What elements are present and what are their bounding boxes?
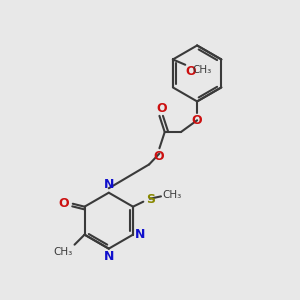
Text: N: N [103, 178, 114, 191]
Text: CH₃: CH₃ [162, 190, 182, 200]
Text: O: O [156, 102, 166, 115]
Text: N: N [135, 228, 146, 241]
Text: O: O [192, 114, 203, 128]
Text: CH₃: CH₃ [53, 247, 72, 257]
Text: N: N [103, 250, 114, 263]
Text: O: O [154, 150, 164, 163]
Text: O: O [58, 197, 69, 210]
Text: O: O [185, 65, 196, 78]
Text: S: S [146, 193, 155, 206]
Text: CH₃: CH₃ [192, 65, 211, 75]
